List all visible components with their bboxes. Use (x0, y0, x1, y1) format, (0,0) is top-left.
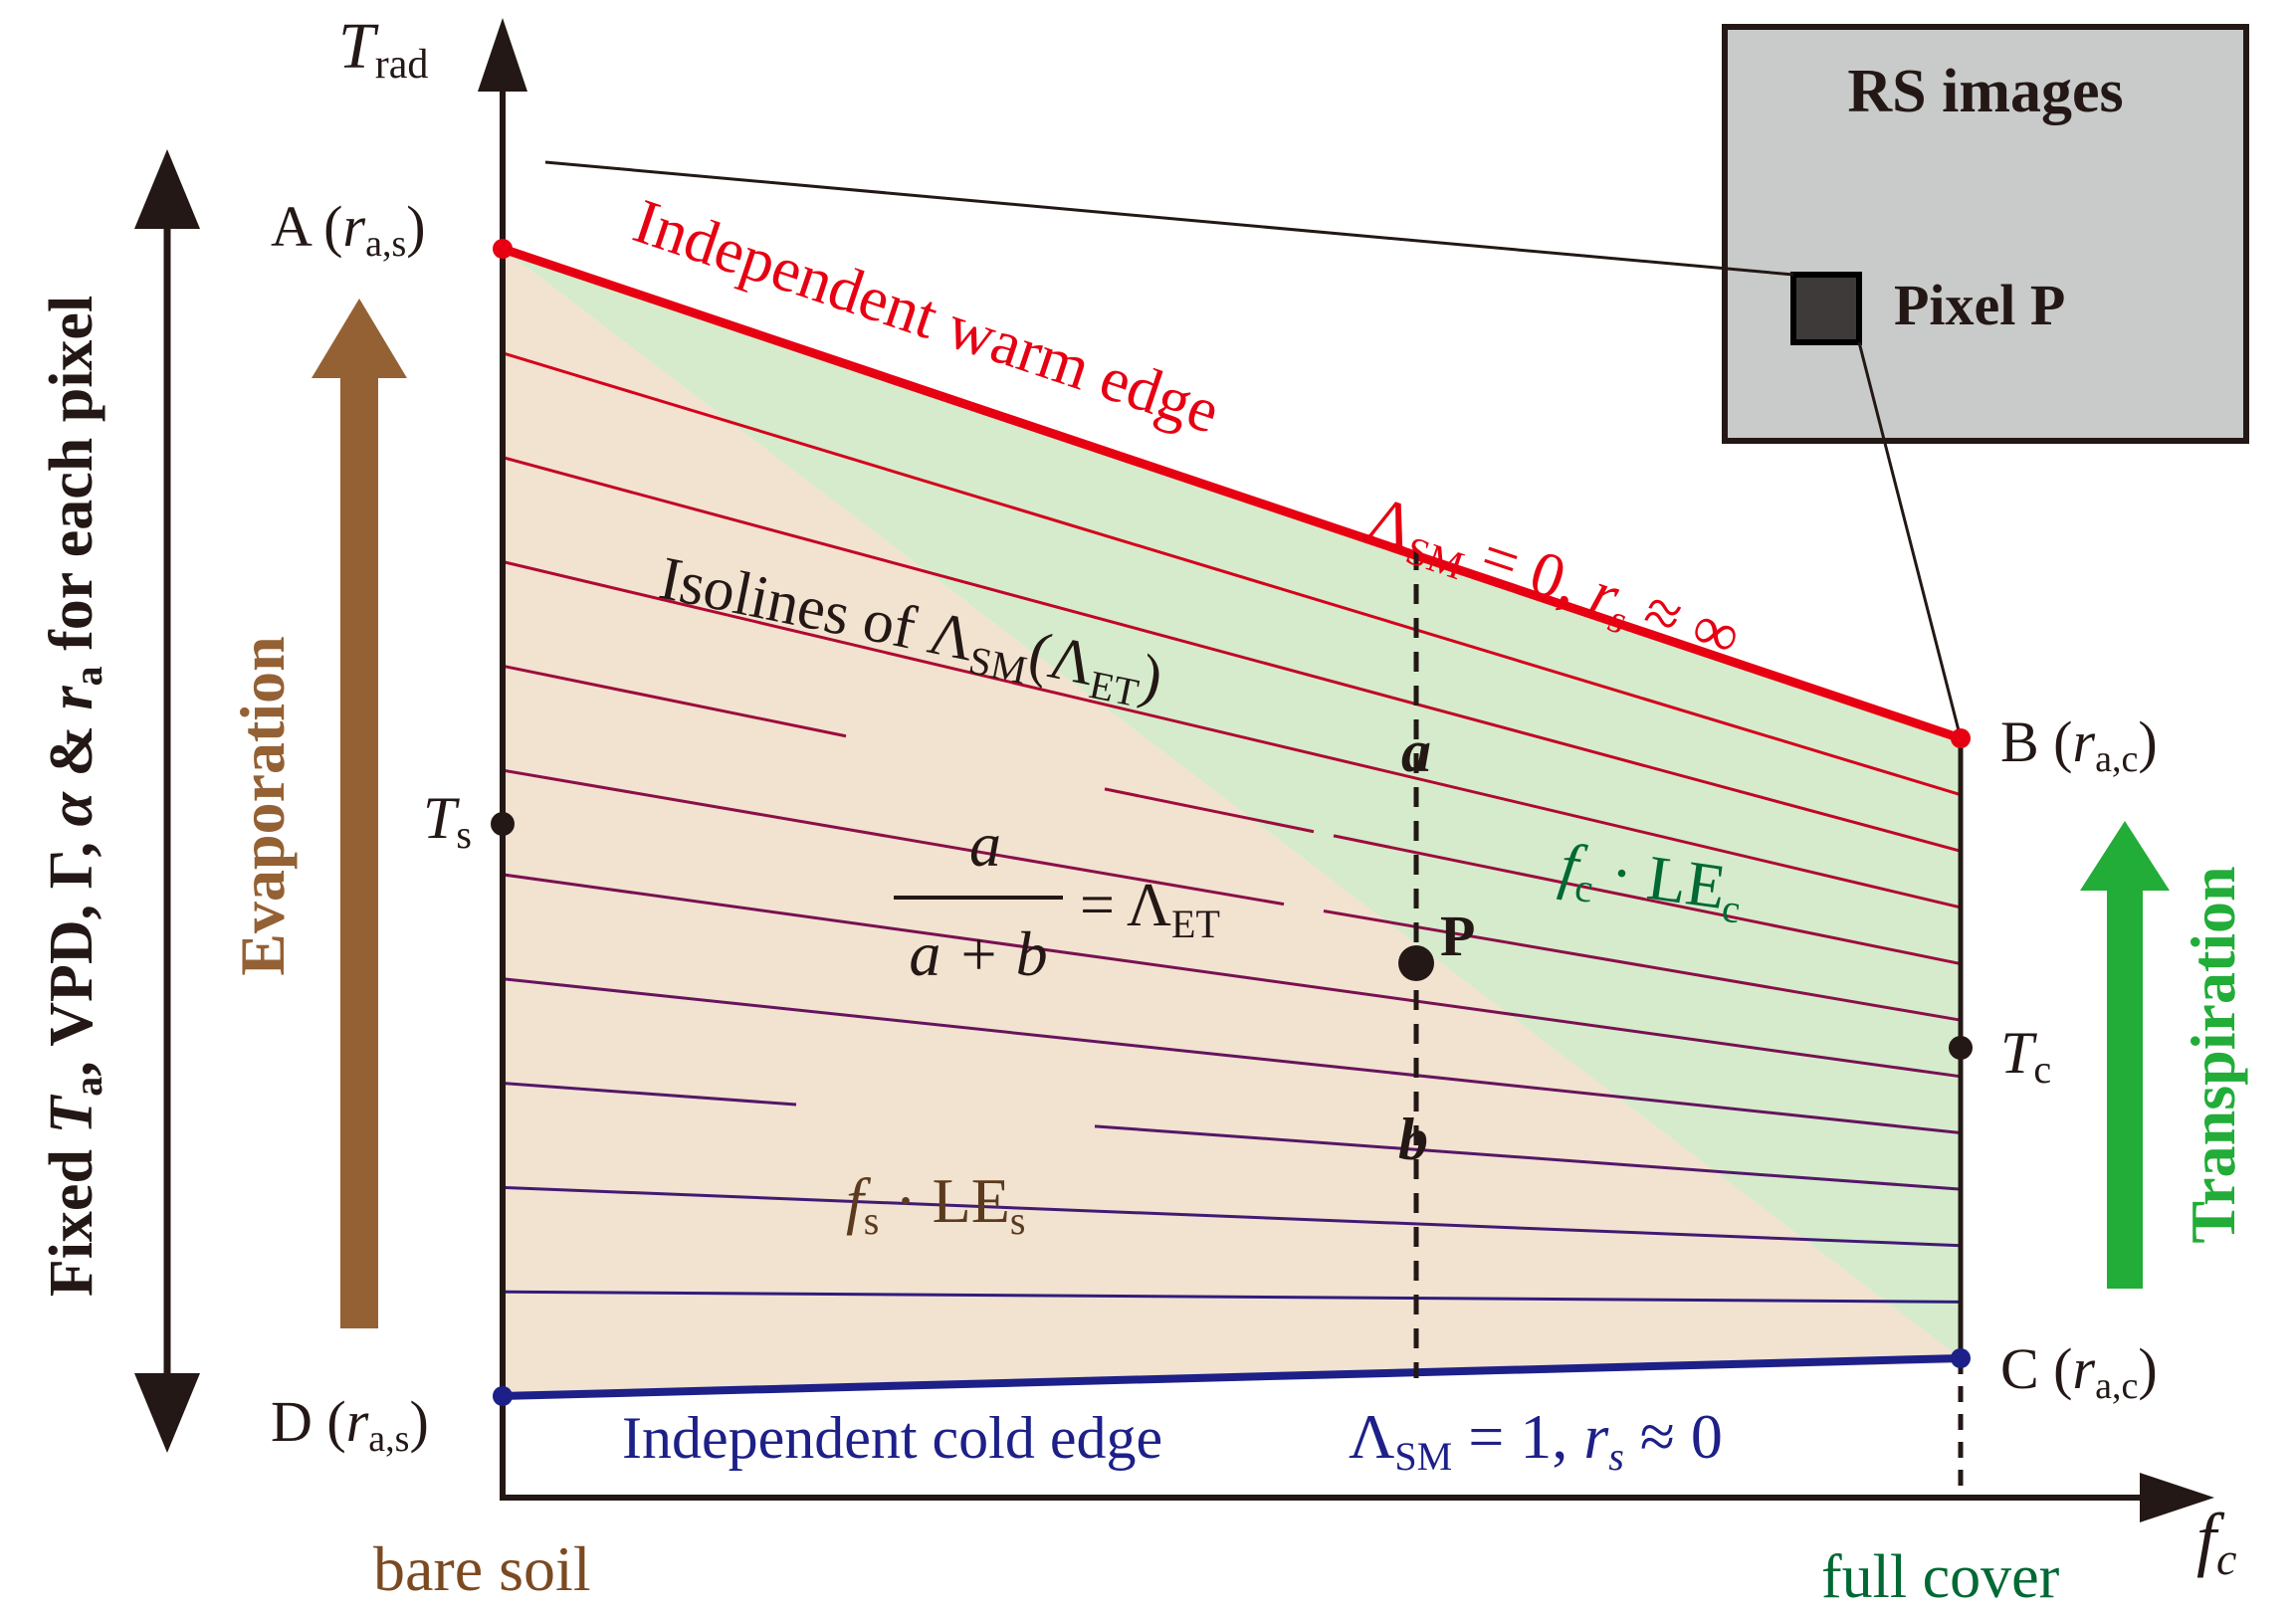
point-c-marker (1951, 1348, 1971, 1368)
isoline-8 (1094, 1124, 1962, 1191)
isoline-1 (502, 351, 1962, 797)
fixed-parameters-label: Fixed Ta, VPD, Γ, α & ra for each pixel (38, 296, 110, 1297)
evaporation-label: Evaporation (227, 636, 298, 975)
point-ts-label: Ts (423, 785, 472, 857)
isoline-7 (502, 977, 1962, 1134)
segment-a-label: a (1401, 718, 1431, 784)
evaporation-arrow-shaft (340, 373, 378, 1328)
transpiration-arrow-head (2080, 821, 2170, 891)
pixel-p-square (1790, 272, 1862, 345)
isoline-9 (502, 1185, 1962, 1248)
full-cover-label: full cover (1821, 1543, 2060, 1611)
bare-soil-label: bare soil (373, 1533, 591, 1604)
connector-top (544, 160, 1794, 277)
connector-bottom (1857, 341, 1963, 739)
isoline-5 (1323, 909, 1962, 1022)
point-b-marker (1951, 728, 1971, 748)
y-axis-label: Trad (338, 10, 428, 88)
point-tc-label: Tc (2000, 1020, 2051, 1092)
cold-edge-formula: ΛSM = 1, rs ≈ 0 (1349, 1401, 1723, 1479)
cold-edge-label: Independent cold edge (622, 1405, 1162, 1471)
isoline-2 (502, 456, 1962, 853)
transpiration-arrow-shaft (2107, 876, 2143, 1289)
rs-images-title: RS images (1847, 58, 2123, 125)
isolines-group (502, 351, 1962, 1304)
cold-edge-line (502, 1354, 1962, 1400)
isoline-3 (502, 559, 1962, 909)
segment-b-label: b (1398, 1107, 1428, 1172)
point-d-label: D (ra,s) (271, 1389, 429, 1460)
fraction-numerator: a (969, 809, 1001, 880)
left-double-arrow-bottom (134, 1373, 200, 1453)
rs-images-box (1722, 24, 2249, 444)
left-double-arrow-top (134, 149, 200, 229)
isoline-4 (502, 664, 847, 738)
isoline-4 (1104, 787, 1315, 834)
point-p-marker (1398, 945, 1434, 981)
isoline-5 (502, 768, 1285, 907)
isoline-4 (1333, 834, 1962, 966)
fraction-equals: = ΛET (1080, 872, 1220, 946)
transpiration-label: Transpiration (2178, 866, 2248, 1243)
point-d-marker (493, 1386, 513, 1406)
x-axis-label: fc (2196, 1499, 2236, 1584)
y-axis-arrow (478, 18, 527, 92)
point-a-marker (493, 239, 513, 259)
fraction-denominator: a + b (909, 918, 1047, 989)
pixel-p-label: Pixel P (1894, 273, 2065, 337)
point-tc-marker (1949, 1036, 1973, 1060)
point-b-label: B (ra,c) (2000, 709, 2158, 780)
isoline-6 (502, 873, 1962, 1079)
x-axis-arrow (2140, 1473, 2214, 1522)
isoline-8 (502, 1082, 797, 1107)
point-ts-marker (491, 812, 515, 836)
isoline-10 (502, 1290, 1962, 1304)
warm-edge-line (501, 244, 1963, 743)
vegetation-region (503, 249, 1961, 1358)
point-c-label: C (ra,c) (2000, 1336, 2158, 1407)
point-a-label: A (ra,s) (271, 194, 426, 265)
point-p-label: P (1440, 904, 1475, 968)
soil-region (503, 249, 1961, 1396)
evaporation-arrow-head (312, 299, 407, 378)
